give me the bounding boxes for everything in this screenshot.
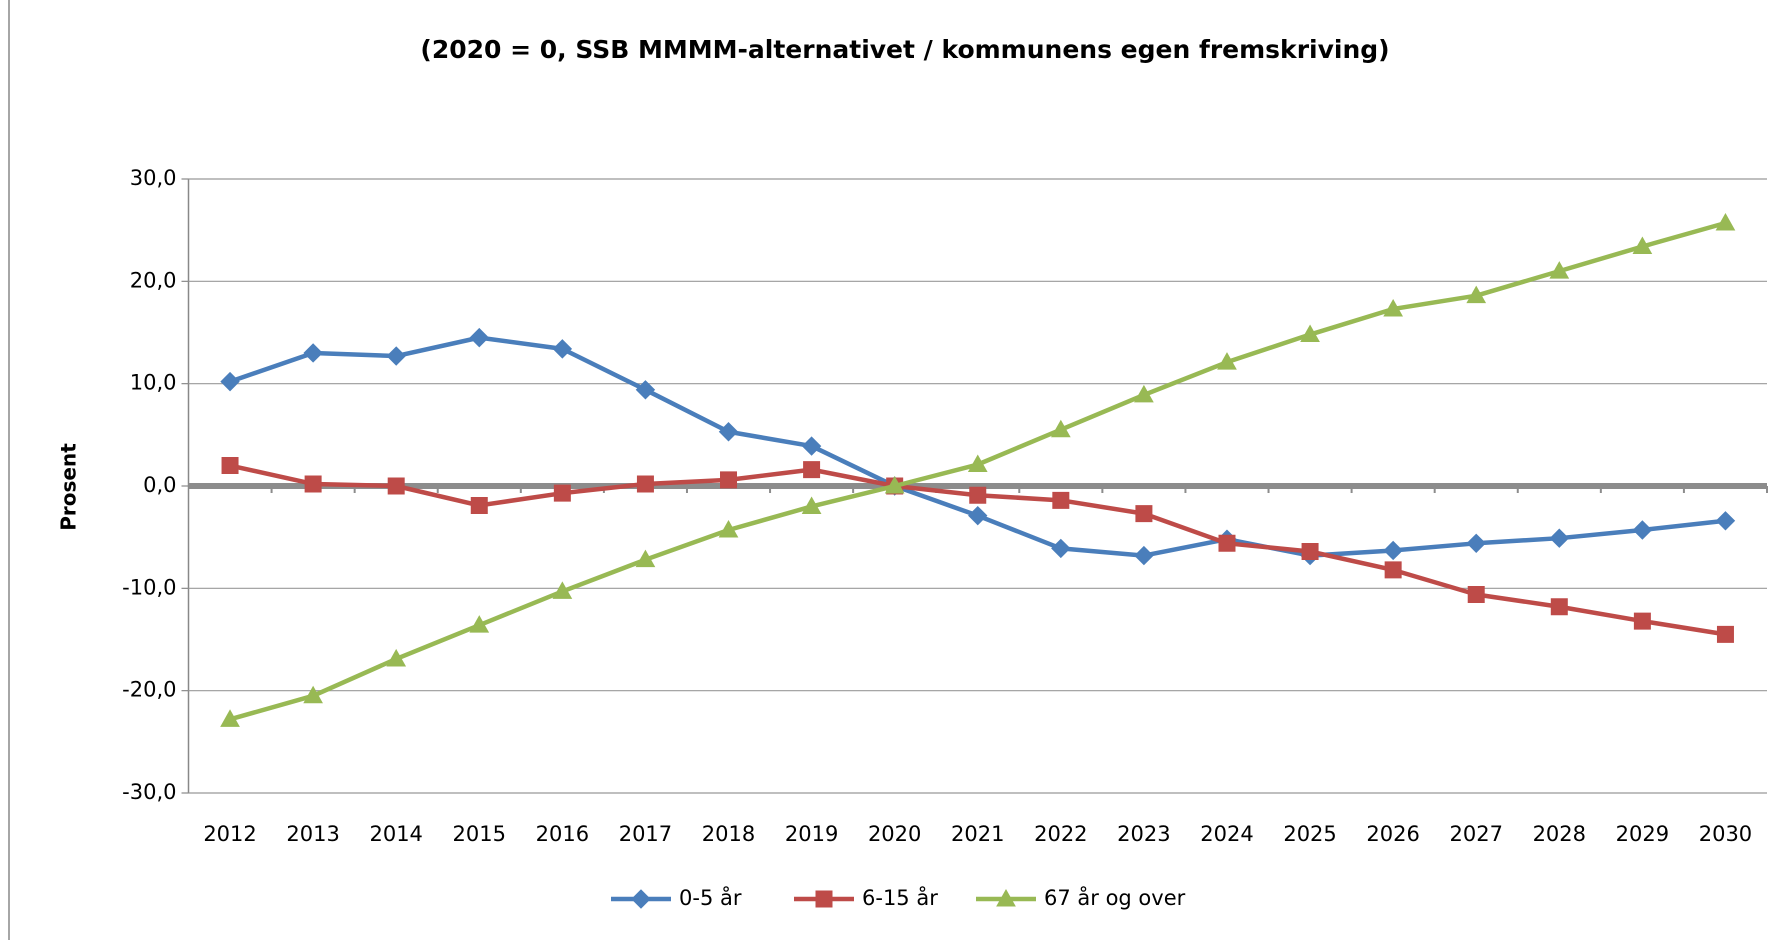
data-point [1467,585,1485,603]
x-tick-label: 2025 [1283,822,1336,846]
data-point [221,457,239,475]
data-point [1300,324,1320,343]
x-tick-label: 2027 [1449,822,1502,846]
x-tick-label: 2024 [1200,822,1253,846]
legend-marker [815,890,833,908]
data-point [1050,419,1071,438]
data-point [220,709,240,727]
data-point [1051,538,1071,559]
y-tick-label: -20,0 [122,678,176,702]
data-point [1716,625,1734,643]
x-tick-label: 2021 [951,822,1004,846]
x-tick-label: 2022 [1034,822,1087,846]
y-axis-label: Prosent [57,443,81,531]
x-tick-label: 2030 [1699,822,1752,846]
data-point [1550,598,1568,616]
data-point [1633,612,1651,630]
data-point [552,581,573,599]
y-tick-label: 20,0 [130,268,177,292]
data-point [303,343,323,363]
x-tick-label: 2013 [286,822,339,846]
data-point [1217,352,1237,370]
x-tick-label: 2012 [203,822,256,846]
legend-marker [996,888,1016,907]
data-point [304,475,322,493]
y-tick-label: 10,0 [130,371,177,395]
data-point [967,454,988,473]
data-point [720,471,738,489]
x-tick-label: 2020 [868,822,921,846]
x-tick-label: 2014 [369,822,422,846]
data-point [1715,212,1736,231]
data-point [1384,561,1402,579]
data-point [969,486,987,504]
data-point [387,477,405,495]
data-point [635,549,656,568]
data-point [968,505,988,526]
data-point [803,461,821,479]
legend-label: 0-5 år [679,885,742,910]
data-point [1052,491,1070,509]
data-point [884,475,905,494]
x-tick-label: 2018 [702,822,755,846]
data-point [1218,534,1236,552]
x-tick-label: 2015 [453,822,506,846]
data-point [220,371,240,392]
x-tick-label: 2023 [1117,822,1170,846]
data-point [635,380,656,400]
data-point [1135,505,1153,523]
data-point [718,422,739,442]
data-point [1466,285,1487,304]
data-point [553,484,571,502]
data-point [303,685,323,704]
data-point [1549,528,1570,548]
data-point [552,339,573,359]
data-point [1466,533,1486,554]
x-tick-label: 2016 [536,822,589,846]
data-point [469,327,489,348]
chart-title: (2020 = 0, SSB MMMM-alternativet / kommu… [420,35,1389,64]
data-point [636,475,654,493]
y-tick-label: 0,0 [143,473,176,497]
data-point [801,436,822,456]
data-point [469,615,490,633]
y-tick-label: -10,0 [122,575,176,599]
data-point [470,496,488,514]
data-point [1715,511,1736,531]
x-tick-label: 2017 [619,822,672,846]
legend-label: 6-15 år [862,885,938,910]
x-tick-label: 2026 [1366,822,1419,846]
data-point [1632,236,1653,255]
data-point [1383,298,1403,317]
data-point [1134,545,1154,566]
data-point [801,496,822,514]
x-tick-label: 2029 [1616,822,1669,846]
data-point [718,519,739,538]
data-point [1134,384,1154,403]
data-point [386,648,407,667]
data-point [1632,520,1653,540]
x-tick-label: 2019 [785,822,838,846]
y-tick-label: -30,0 [122,780,176,804]
x-tick-label: 2028 [1533,822,1586,846]
y-tick-label: 30,0 [130,166,177,190]
data-point [386,346,406,366]
legend-label: 67 år og over [1044,885,1186,910]
data-point [1301,542,1319,560]
data-point [1383,540,1403,561]
legend-marker [631,889,651,909]
data-point [1549,261,1570,279]
